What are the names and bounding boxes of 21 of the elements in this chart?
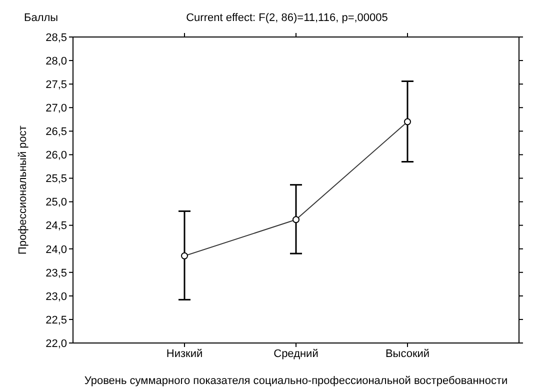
y-tick-label: 25,5 bbox=[46, 173, 67, 186]
text: Баллы bbox=[24, 12, 58, 24]
y-tick-label: 28,5 bbox=[46, 32, 67, 44]
y-tick-label: 23,0 bbox=[46, 290, 67, 303]
y-tick-label: 28,0 bbox=[46, 55, 67, 68]
chart-title: Current effect: F(2, 86)=11,116, p=,00005 bbox=[186, 12, 388, 24]
x-tick-label: Высокий bbox=[385, 348, 430, 360]
y-tick-label: 26,0 bbox=[46, 150, 67, 162]
y-tick-label: 27,5 bbox=[46, 78, 67, 91]
y-tick-label: 23,5 bbox=[46, 267, 67, 280]
y-tick-label: 27,0 bbox=[46, 102, 67, 115]
y-tick-label: 25,0 bbox=[46, 196, 67, 209]
y-tick-label: 24,0 bbox=[46, 244, 67, 256]
y-tick-label: 22,5 bbox=[46, 314, 67, 326]
y-tick-label: 26,5 bbox=[46, 126, 67, 138]
y-tick-label: 24,5 bbox=[46, 220, 67, 232]
y-tick-label: 22,0 bbox=[46, 338, 67, 350]
x-tick-label: Низкий bbox=[166, 348, 203, 360]
x-tick-label: Средний bbox=[274, 348, 318, 360]
x-axis-title: Уровень суммарного показателя социально-профессиональной востребованности bbox=[84, 375, 508, 387]
y-axis-title: Профессиональный рост bbox=[16, 126, 29, 254]
